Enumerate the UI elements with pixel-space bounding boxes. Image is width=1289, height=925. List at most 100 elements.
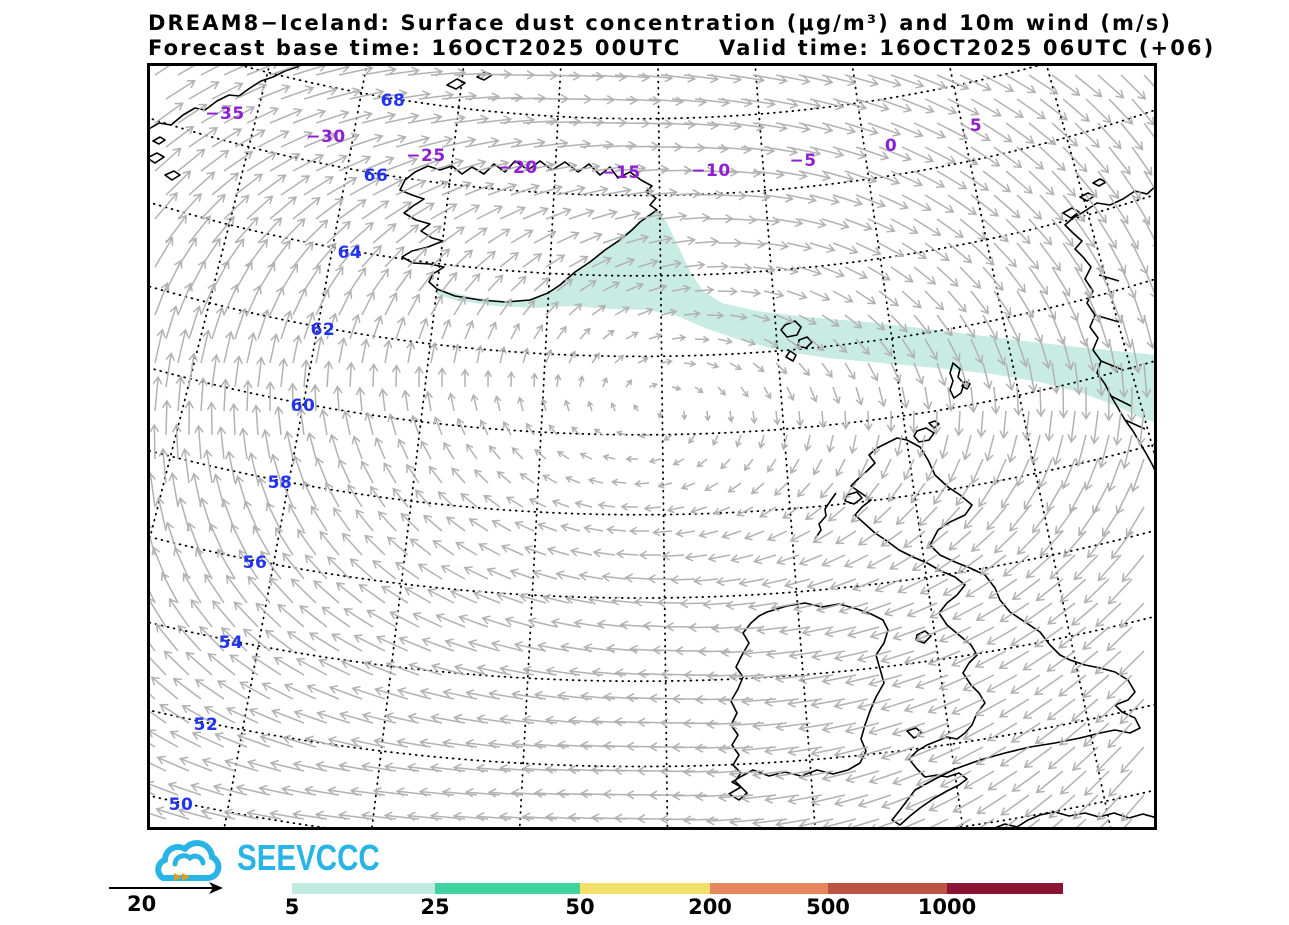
wind-arrow — [821, 266, 846, 278]
wind-arrow — [780, 434, 789, 451]
wind-arrow — [942, 578, 972, 596]
wind-arrow — [591, 72, 628, 82]
wind-arrow — [246, 106, 280, 124]
wind-arrow — [694, 386, 704, 394]
wind-arrow — [781, 506, 800, 519]
wind-arrow — [629, 526, 649, 536]
wind-arrows-layer — [150, 66, 1154, 827]
wind-arrow — [1125, 506, 1145, 538]
wind-arrow — [150, 598, 167, 628]
wind-arrow — [451, 467, 466, 484]
wind-arrow — [993, 194, 1021, 219]
wind-arrow — [625, 455, 638, 463]
wind-arrow — [821, 218, 850, 230]
latitude-label: 52 — [193, 715, 219, 735]
wind-arrow — [987, 578, 1018, 599]
wind-arrow — [486, 567, 512, 580]
wind-arrow — [933, 482, 949, 506]
wind-arrow — [725, 600, 754, 610]
wind-arrow — [682, 815, 719, 825]
wind-arrow — [201, 757, 236, 772]
wind-arrow — [986, 722, 1018, 742]
wind-arrow — [993, 98, 1025, 118]
wind-arrow — [647, 574, 673, 584]
wind-arrow — [1143, 314, 1154, 350]
wind-arrow — [177, 192, 202, 220]
wind-arrow — [510, 93, 547, 103]
wind-arrow — [752, 362, 765, 373]
wind-arrow — [1085, 194, 1107, 224]
wind-arrow — [150, 762, 167, 772]
wind-arrow — [715, 576, 742, 587]
wind-arrow — [1052, 818, 1064, 827]
wind-arrow — [936, 218, 964, 239]
wind-arrow — [867, 266, 891, 281]
wind-arrow — [1083, 770, 1110, 797]
wind-arrow — [499, 160, 533, 172]
wind-arrow — [378, 387, 388, 412]
wind-arrow — [913, 266, 937, 285]
wind-arrow — [577, 374, 585, 388]
wind-arrow — [195, 547, 213, 580]
wind-arrow — [1047, 746, 1076, 770]
wind-arrow — [288, 503, 305, 532]
wind-arrow — [947, 290, 967, 313]
wind-arrow — [857, 530, 880, 546]
wind-arrow — [959, 122, 991, 141]
wind-arrow — [372, 314, 384, 340]
wind-arrow — [844, 266, 869, 280]
longitude-label: 5 — [969, 116, 983, 136]
wind-arrow — [167, 781, 202, 796]
wind-arrow — [384, 245, 405, 268]
wind-arrow — [1005, 170, 1033, 195]
wind-arrow — [255, 356, 266, 388]
wind-arrow — [1069, 482, 1087, 514]
wind-arrow — [810, 794, 846, 806]
wind-arrow — [637, 210, 665, 221]
wind-arrow — [1082, 626, 1110, 651]
wind-arrow — [614, 668, 650, 678]
wind-arrow — [1005, 74, 1037, 94]
wind-arrow — [712, 506, 731, 516]
wind-arrow — [950, 698, 984, 716]
wind-arrow — [522, 161, 556, 172]
wind-arrow — [283, 430, 294, 460]
wind-arrow — [510, 322, 520, 340]
wind-arrow — [906, 602, 938, 618]
wind-arrow — [763, 338, 780, 348]
wind-arrow — [372, 559, 397, 580]
wind-arrow — [418, 180, 450, 196]
wind-arrow — [407, 113, 443, 124]
wind-arrow — [591, 304, 607, 316]
outer-hebrides — [814, 492, 837, 540]
wind-arrow — [979, 554, 1007, 576]
wind-arrow — [299, 605, 328, 628]
wind-arrow — [303, 264, 321, 292]
wind-arrow — [487, 137, 523, 148]
wind-arrow — [541, 593, 570, 604]
legend-segment — [435, 883, 580, 894]
wind-arrow — [818, 410, 827, 429]
wind-arrow — [698, 529, 719, 539]
wind-arrow — [832, 98, 868, 112]
wind-arrow — [797, 674, 834, 685]
wind-arrow — [315, 335, 325, 364]
wind-arrow — [333, 385, 343, 412]
wind-arrow — [372, 89, 408, 100]
wind-arrow — [763, 386, 772, 400]
longitude-label: −35 — [205, 104, 245, 124]
wind-arrow — [447, 392, 456, 412]
wind-arrow — [211, 172, 240, 196]
wind-arrow — [401, 389, 411, 412]
wind-arrow — [659, 766, 696, 777]
wind-arrow — [903, 698, 938, 713]
wind-arrow — [579, 452, 593, 460]
wind-arrow — [858, 458, 869, 479]
wind-arrow — [925, 530, 949, 550]
wind-arrow — [536, 641, 570, 652]
wind-arrow — [579, 280, 597, 292]
wind-arrow — [473, 469, 489, 484]
wind-arrow — [303, 311, 316, 340]
wind-arrow — [235, 783, 271, 796]
wind-arrow — [880, 794, 915, 810]
